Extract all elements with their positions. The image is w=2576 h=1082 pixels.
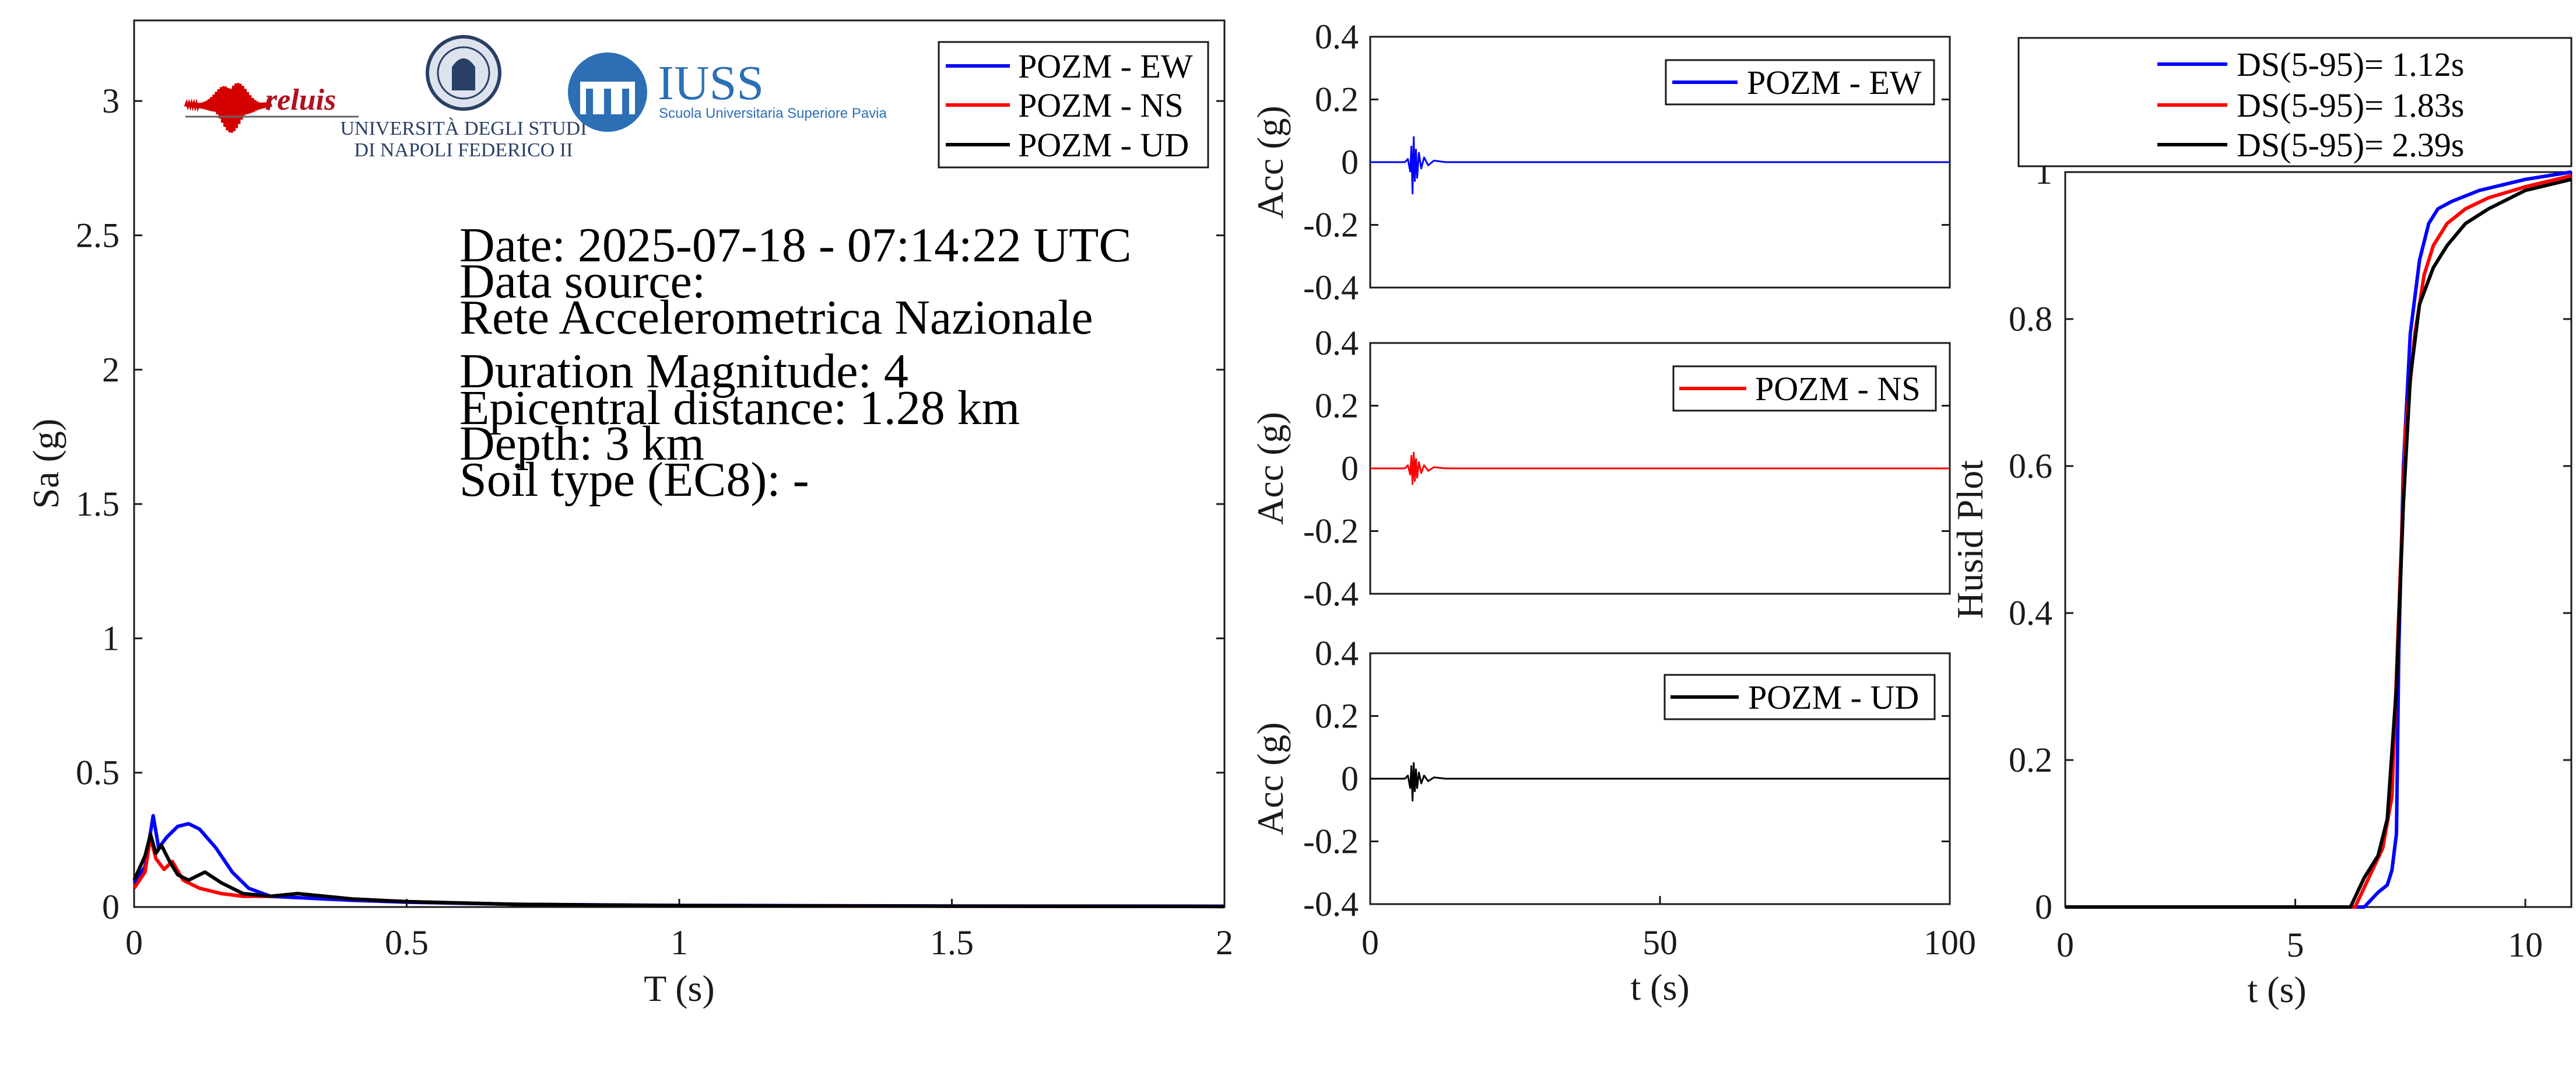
husid-y-tick-label: 0.2: [2009, 741, 2052, 779]
reluis-logo-text: reluis: [265, 83, 336, 117]
acc_ud-y-tick-label: -0.2: [1303, 822, 1359, 861]
acc_ns-series-line-0: [1370, 451, 1950, 485]
depth: Depth: 3 km: [459, 416, 704, 471]
spectra-x-tick-label: 1.5: [930, 923, 974, 962]
acc-ud-y-axis-label: Acc (g): [1250, 722, 1291, 835]
acc-ud-legend-label: POZM - UD: [1748, 678, 1919, 716]
husid-y-tick-label: 0.6: [2009, 447, 2052, 485]
acc-ew-legend: POZM - EW: [1665, 59, 1935, 106]
spectra-x-tick-label: 0.5: [385, 923, 429, 962]
acc_ew-y-tick-label: -0.4: [1303, 268, 1359, 307]
legend-label-ud: POZM - UD: [1018, 126, 1189, 164]
acc_ns-y-tick-label: 0: [1341, 449, 1359, 488]
husid-panel: 00.20.40.60.810 5 10 t (s) Husid Plot DS(5…: [1949, 37, 2573, 1010]
husid-legend-label-ud: DS(5-95)= 2.39s: [2237, 126, 2464, 164]
acc-x-tick-label: 100: [1924, 923, 1976, 962]
event-date: Date: 2025-07-18 - 07:14:22 UTC: [459, 218, 1132, 272]
iuss-emblem-column-2: [604, 89, 611, 114]
reluis-seismogram-icon: [184, 83, 272, 133]
acc_ns-y-tick-label: -0.4: [1303, 575, 1359, 613]
accelerogram-lines: [1370, 136, 1950, 802]
spectra-series-line-2: [132, 832, 1225, 909]
acc-ns-legend: POZM - NS: [1672, 365, 1937, 412]
spectra-ticks: 0 0.5 1 1.5 2 2.5 3 0 0.5 1 1.5 2: [76, 82, 1233, 962]
husid-series-line-2: [2065, 177, 2572, 909]
event-info: Date: 2025-07-18 - 07:14:22 UTC Data sou…: [459, 218, 1132, 507]
husid-lines: [2065, 170, 2572, 909]
duration-magnitude: Duration Magnitude: 4: [459, 344, 908, 398]
husid-x-tick-label: 5: [2287, 926, 2304, 964]
husid-x-tick-label: 10: [2508, 926, 2543, 964]
spectra-lines: [132, 814, 1225, 909]
spectra-y-tick-label: 1.5: [76, 485, 120, 523]
acc-x-tick-label: 50: [1643, 923, 1677, 962]
spectra-y-tick-label: 3: [102, 82, 120, 120]
acc_ew-y-tick-label: 0.4: [1315, 17, 1359, 56]
spectra-y-tick-label: 1: [102, 619, 120, 657]
spectra-x-tick-label: 0: [125, 923, 143, 962]
iuss-logo-subtitle: Scuola Universitaria Superiore Pavia: [659, 106, 887, 121]
accelerogram-ticks: 0.40.20-0.2-0.40.40.20-0.2-0.40.40.20-0.…: [1303, 17, 1976, 962]
acc-ew-y-axis-label: Acc (g): [1250, 106, 1291, 219]
acc-ew-legend-label: POZM - EW: [1747, 64, 1922, 101]
iuss-emblem-column-3: [622, 89, 629, 114]
iuss-emblem-column-1: [586, 89, 593, 114]
unina-seal-figure: [452, 58, 475, 90]
husid-y-axis-label: Husid Plot: [1949, 460, 1991, 619]
husid-legend: DS(5-95)= 1.12s DS(5-95)= 1.83s DS(5-95)…: [2017, 37, 2573, 167]
unina-seal-inner-ring: [437, 46, 490, 100]
acc-x-tick-label: 0: [1361, 923, 1379, 962]
husid-y-tick-label: 0: [2035, 888, 2052, 926]
husid-legend-label-ew: DS(5-95)= 1.12s: [2237, 45, 2464, 83]
husid-legend-label-ns: DS(5-95)= 1.83s: [2237, 86, 2464, 124]
acc_ud-y-tick-label: 0.4: [1315, 634, 1359, 673]
spectra-panel: 0 0.5 1 1.5 2 2.5 3 0 0.5 1 1.5 2 T (s) Sa (g) relu…: [25, 19, 1233, 1009]
husid-plot-frame: [2064, 171, 2573, 908]
unina-logo-line1: UNIVERSITÀ DEGLI STUDI: [340, 118, 587, 139]
legend-label-ns: POZM - NS: [1018, 86, 1184, 124]
acc-x-axis-label: t (s): [1630, 967, 1689, 1008]
legend-label-ew: POZM - EW: [1018, 47, 1193, 85]
husid-x-tick-label: 0: [2056, 926, 2074, 964]
husid-x-axis-label: t (s): [2247, 969, 2306, 1010]
acc_ew-y-tick-label: -0.2: [1303, 206, 1359, 244]
husid-y-tick-label: 0.8: [2009, 300, 2052, 338]
reluis-logo: reluis: [184, 83, 359, 133]
spectra-y-axis-label: Sa (g): [25, 419, 66, 509]
soil-type: Soil type (EC8): -: [459, 453, 809, 507]
acc_ud-y-tick-label: -0.4: [1303, 885, 1359, 923]
acc_ud-y-tick-label: 0: [1341, 759, 1359, 798]
acc_ns-y-tick-label: 0.4: [1315, 324, 1359, 362]
acc_ns-y-tick-label: 0.2: [1315, 387, 1359, 425]
acc_ew-y-tick-label: 0: [1341, 143, 1359, 181]
acc_ew-series-line-0: [1370, 136, 1950, 195]
acc_ns-y-tick-label: -0.2: [1303, 512, 1359, 551]
spectra-x-tick-label: 1: [671, 923, 688, 962]
data-source-label: Data source:: [459, 254, 706, 309]
spectra-x-tick-label: 2: [1216, 923, 1233, 962]
acc-ns-y-axis-label: Acc (g): [1250, 412, 1291, 525]
epicentral-distance: Epicentral distance: 1.28 km: [459, 381, 1020, 435]
acc-ud-legend: POZM - UD: [1663, 674, 1936, 720]
spectra-x-axis-label: T (s): [644, 968, 714, 1009]
spectra-y-tick-label: 2.5: [76, 216, 120, 254]
data-source-value: Rete Accelerometrica Nazionale: [459, 290, 1093, 345]
spectra-legend: POZM - EW POZM - NS POZM - UD: [938, 41, 1209, 169]
unina-logo-line2: DI NAPOLI FEDERICO II: [355, 139, 573, 161]
husid-y-tick-label: 0.4: [2009, 594, 2052, 632]
unina-logo: UNIVERSITÀ DEGLI STUDI DI NAPOLI FEDERIC…: [340, 35, 587, 161]
iuss-logo-text: IUSS: [658, 56, 764, 110]
accelerogram-panels: 0.40.20-0.2-0.40.40.20-0.2-0.40.40.20-0.…: [1250, 17, 1976, 1008]
acc_ud-series-line-0: [1370, 762, 1950, 802]
spectra-y-tick-label: 0: [102, 888, 120, 926]
acc_ew-y-tick-label: 0.2: [1315, 80, 1359, 119]
iuss-logo: IUSS Scuola Universitaria Superiore Pavi…: [568, 52, 887, 132]
acc-ns-legend-label: POZM - NS: [1755, 370, 1921, 408]
husid-legend-box: [2017, 37, 2573, 167]
acc_ud-y-tick-label: 0.2: [1315, 697, 1359, 736]
spectra-y-tick-label: 2: [102, 351, 120, 389]
spectra-y-tick-label: 0.5: [76, 754, 120, 792]
